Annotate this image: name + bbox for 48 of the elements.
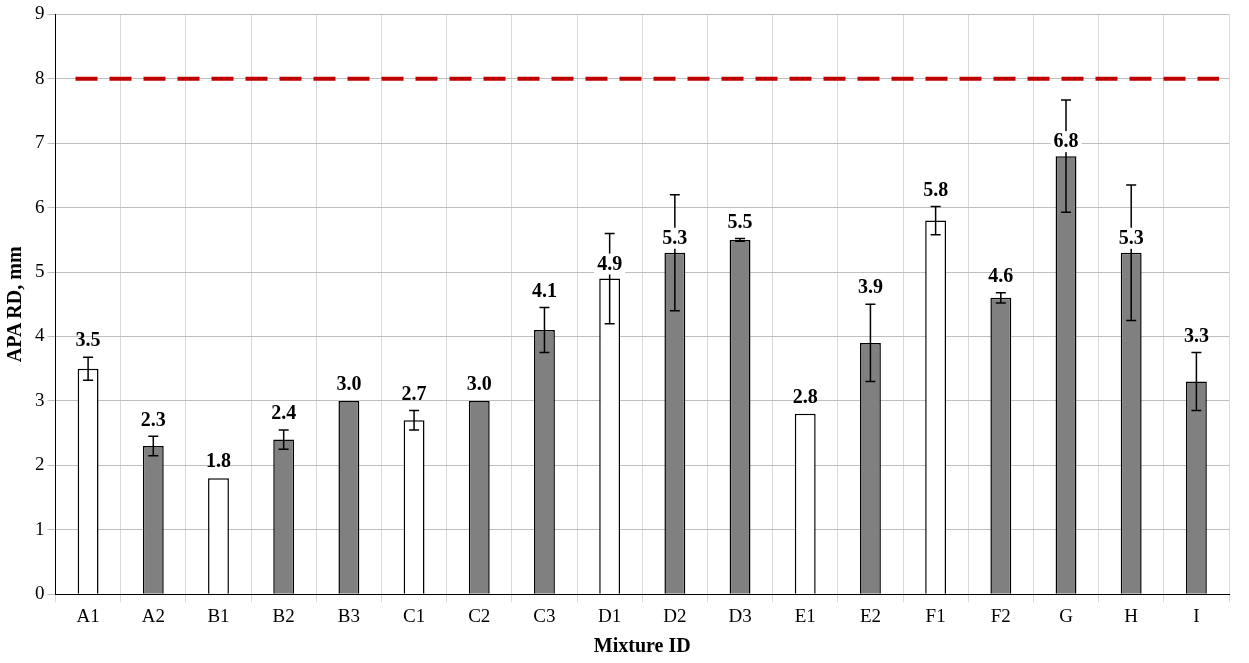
x-tick-label: C3 [533, 604, 556, 626]
data-label: 5.8 [923, 177, 949, 200]
x-tick-label: B2 [272, 604, 295, 626]
data-label: 1.8 [205, 449, 231, 472]
y-tick-label: 3 [35, 388, 45, 410]
x-tick-label: D1 [598, 604, 622, 626]
x-tick-label: E2 [859, 604, 881, 626]
y-tick-label: 9 [35, 2, 45, 24]
x-tick-label: H [1124, 604, 1139, 626]
data-label: 3.3 [1183, 323, 1209, 346]
y-tick-label: 2 [35, 453, 45, 475]
data-label: 3.9 [857, 275, 883, 298]
data-label: 6.8 [1053, 129, 1079, 152]
x-tick-label: I [1193, 604, 1200, 626]
data-label: 2.4 [271, 401, 297, 424]
data-label: 3.5 [75, 328, 101, 351]
data-label: 3.0 [336, 372, 362, 395]
x-tick-label: B3 [337, 604, 360, 626]
y-axis-title: APA RD, mm [3, 246, 26, 363]
y-tick-label: 0 [35, 582, 45, 604]
data-label: 5.3 [662, 225, 688, 248]
x-tick-label: E1 [794, 604, 816, 626]
x-tick-label: D2 [663, 604, 687, 626]
x-tick-label: F1 [925, 604, 946, 626]
y-tick-label: 6 [35, 195, 45, 217]
data-label: 4.1 [531, 278, 557, 301]
y-tick-label: 8 [35, 66, 45, 88]
data-label: 2.3 [140, 407, 166, 430]
y-tick-label: 4 [35, 324, 45, 346]
y-tick-label: 7 [35, 131, 45, 153]
y-tick-label: 1 [35, 517, 45, 539]
data-label: 2.7 [401, 381, 427, 404]
x-tick-label: D3 [728, 604, 752, 626]
x-tick-label: C1 [402, 604, 426, 626]
x-tick-label: A2 [141, 604, 165, 626]
data-label: 4.9 [597, 251, 623, 274]
x-tick-label: C2 [468, 604, 491, 626]
data-label: 5.3 [1118, 225, 1144, 248]
data-label: 3.0 [466, 372, 492, 395]
data-label: 5.5 [727, 209, 753, 232]
x-tick-label: F2 [990, 604, 1011, 626]
y-tick-label: 5 [35, 260, 45, 282]
data-label: 4.6 [988, 263, 1014, 286]
x-tick-label: G [1059, 604, 1074, 626]
x-tick-label: B1 [207, 604, 230, 626]
x-tick-label: A1 [76, 604, 100, 626]
data-label: 2.8 [792, 384, 818, 407]
x-axis-title: Mixture ID [593, 634, 691, 657]
